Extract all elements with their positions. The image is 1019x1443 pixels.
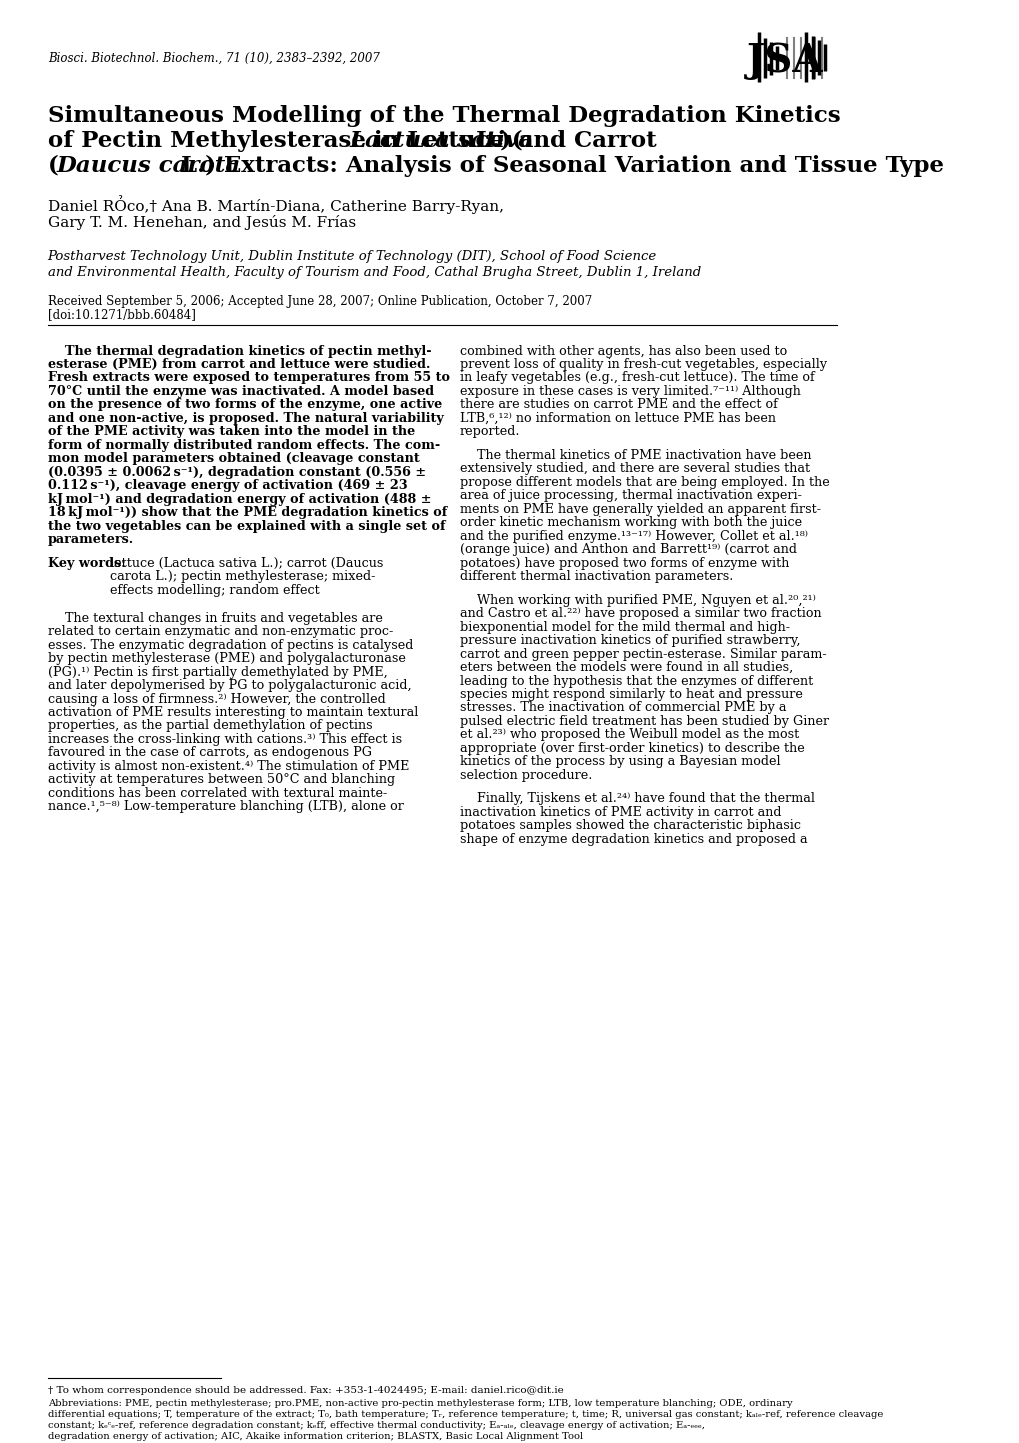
- Text: and Environmental Health, Faculty of Tourism and Food, Cathal Brugha Street, Dub: and Environmental Health, Faculty of Tou…: [48, 266, 700, 278]
- Text: (PG).¹⁾ Pectin is first partially demethylated by PME,: (PG).¹⁾ Pectin is first partially demeth…: [48, 665, 387, 678]
- Text: esterase (PME) from carrot and lettuce were studied.: esterase (PME) from carrot and lettuce w…: [48, 358, 430, 371]
- Text: L.) Extracts: Analysis of Seasonal Variation and Tissue Type: L.) Extracts: Analysis of Seasonal Varia…: [173, 154, 944, 177]
- Text: appropriate (over first-order kinetics) to describe the: appropriate (over first-order kinetics) …: [460, 742, 804, 755]
- Text: conditions has been correlated with textural mainte-: conditions has been correlated with text…: [48, 786, 386, 799]
- Text: Gary T. M. Henehan, and Jesús M. Frías: Gary T. M. Henehan, and Jesús M. Frías: [48, 215, 356, 229]
- Text: Fresh extracts were exposed to temperatures from 55 to: Fresh extracts were exposed to temperatu…: [48, 371, 449, 384]
- Text: favoured in the case of carrots, as endogenous PG: favoured in the case of carrots, as endo…: [48, 746, 371, 759]
- Text: Lactuca sativa: Lactuca sativa: [350, 130, 533, 152]
- Text: and one non-active, is proposed. The natural variability: and one non-active, is proposed. The nat…: [48, 411, 443, 424]
- Text: Abbreviations: PME, pectin methylesterase; pro.PME, non-active pro-pectin methyl: Abbreviations: PME, pectin methylesteras…: [48, 1400, 792, 1408]
- Text: prevent loss of quality in fresh-cut vegetables, especially: prevent loss of quality in fresh-cut veg…: [460, 358, 826, 371]
- Text: order kinetic mechanism working with both the juice: order kinetic mechanism working with bot…: [460, 517, 801, 530]
- Text: of the PME activity was taken into the model in the: of the PME activity was taken into the m…: [48, 426, 415, 439]
- Text: in leafy vegetables (e.g., fresh-cut lettuce). The time of: in leafy vegetables (e.g., fresh-cut let…: [460, 371, 813, 384]
- Text: related to certain enzymatic and non-enzymatic proc-: related to certain enzymatic and non-enz…: [48, 625, 392, 638]
- Text: selection procedure.: selection procedure.: [460, 769, 591, 782]
- Text: [doi:10.1271/bbb.60484]: [doi:10.1271/bbb.60484]: [48, 309, 196, 322]
- Text: kinetics of the process by using a Bayesian model: kinetics of the process by using a Bayes…: [460, 756, 780, 769]
- Text: Key words:: Key words:: [48, 557, 125, 570]
- Text: 0.112 s⁻¹), cleavage energy of activation (469 ± 23: 0.112 s⁻¹), cleavage energy of activatio…: [48, 479, 407, 492]
- Text: 18 kJ mol⁻¹)) show that the PME degradation kinetics of: 18 kJ mol⁻¹)) show that the PME degradat…: [48, 506, 446, 519]
- Text: JSA: JSA: [747, 42, 823, 79]
- Text: species might respond similarly to heat and pressure: species might respond similarly to heat …: [460, 688, 802, 701]
- Text: esses. The enzymatic degradation of pectins is catalysed: esses. The enzymatic degradation of pect…: [48, 639, 413, 652]
- Text: L.) and Carrot: L.) and Carrot: [468, 130, 656, 152]
- Text: different thermal inactivation parameters.: different thermal inactivation parameter…: [460, 570, 733, 583]
- Text: carota L.); pectin methylesterase; mixed-: carota L.); pectin methylesterase; mixed…: [110, 570, 375, 583]
- Text: causing a loss of firmness.²⁾ However, the controlled: causing a loss of firmness.²⁾ However, t…: [48, 693, 385, 706]
- Text: potatoes) have proposed two forms of enzyme with: potatoes) have proposed two forms of enz…: [460, 557, 788, 570]
- Text: The textural changes in fruits and vegetables are: The textural changes in fruits and veget…: [65, 612, 382, 625]
- Text: shape of enzyme degradation kinetics and proposed a: shape of enzyme degradation kinetics and…: [460, 833, 806, 846]
- Text: of Pectin Methylesterase in Lettuce (: of Pectin Methylesterase in Lettuce (: [48, 130, 522, 152]
- Text: degradation energy of activation; AIC, Akaike information criterion; BLASTX, Bas: degradation energy of activation; AIC, A…: [48, 1431, 582, 1442]
- Text: (orange juice) and Anthon and Barrett¹⁹⁾ (carrot and: (orange juice) and Anthon and Barrett¹⁹⁾…: [460, 543, 796, 556]
- Text: the two vegetables can be explained with a single set of: the two vegetables can be explained with…: [48, 519, 444, 532]
- Text: there are studies on carrot PME and the effect of: there are studies on carrot PME and the …: [460, 398, 776, 411]
- Text: mon model parameters obtained (cleavage constant: mon model parameters obtained (cleavage …: [48, 452, 419, 465]
- Text: LTB,⁶,¹²⁾ no information on lettuce PME has been: LTB,⁶,¹²⁾ no information on lettuce PME …: [460, 411, 774, 424]
- Text: extensively studied, and there are several studies that: extensively studied, and there are sever…: [460, 462, 809, 475]
- Text: The thermal degradation kinetics of pectin methyl-: The thermal degradation kinetics of pect…: [65, 345, 431, 358]
- Text: The thermal kinetics of PME inactivation have been: The thermal kinetics of PME inactivation…: [477, 449, 811, 462]
- Text: form of normally distributed random effects. The com-: form of normally distributed random effe…: [48, 439, 439, 452]
- Text: increases the cross-linking with cations.³⁾ This effect is: increases the cross-linking with cations…: [48, 733, 401, 746]
- Text: and later depolymerised by PG to polygalacturonic acid,: and later depolymerised by PG to polygal…: [48, 680, 411, 693]
- Text: (0.0395 ± 0.0062 s⁻¹), degradation constant (0.556 ±: (0.0395 ± 0.0062 s⁻¹), degradation const…: [48, 466, 425, 479]
- Text: lettuce (Lactuca sativa L.); carrot (Daucus: lettuce (Lactuca sativa L.); carrot (Dau…: [110, 557, 383, 570]
- Text: kJ mol⁻¹) and degradation energy of activation (488 ±: kJ mol⁻¹) and degradation energy of acti…: [48, 494, 431, 506]
- Text: area of juice processing, thermal inactivation experi-: area of juice processing, thermal inacti…: [460, 489, 801, 502]
- Text: eters between the models were found in all studies,: eters between the models were found in a…: [460, 661, 792, 674]
- Text: Finally, Tijskens et al.²⁴⁾ have found that the thermal: Finally, Tijskens et al.²⁴⁾ have found t…: [477, 792, 814, 805]
- Text: Simultaneous Modelling of the Thermal Degradation Kinetics: Simultaneous Modelling of the Thermal De…: [48, 105, 840, 127]
- Text: differential equations; T, temperature of the extract; T₀, bath temperature; Tᵣ,: differential equations; T, temperature o…: [48, 1410, 882, 1418]
- Text: and Castro et al.²²⁾ have proposed a similar two fraction: and Castro et al.²²⁾ have proposed a sim…: [460, 608, 820, 620]
- Text: on the presence of two forms of the enzyme, one active: on the presence of two forms of the enzy…: [48, 398, 441, 411]
- Text: by pectin methylesterase (PME) and polygalacturonase: by pectin methylesterase (PME) and polyg…: [48, 652, 406, 665]
- Text: combined with other agents, has also been used to: combined with other agents, has also bee…: [460, 345, 786, 358]
- Text: inactivation kinetics of PME activity in carrot and: inactivation kinetics of PME activity in…: [460, 805, 781, 818]
- Text: reported.: reported.: [460, 426, 520, 439]
- Text: Biosci. Biotechnol. Biochem., 71 (10), 2383–2392, 2007: Biosci. Biotechnol. Biochem., 71 (10), 2…: [48, 52, 379, 65]
- Text: biexponential model for the mild thermal and high-: biexponential model for the mild thermal…: [460, 620, 789, 633]
- Text: propose different models that are being employed. In the: propose different models that are being …: [460, 476, 828, 489]
- Text: (: (: [48, 154, 58, 177]
- Text: activation of PME results interesting to maintain textural: activation of PME results interesting to…: [48, 706, 418, 719]
- Text: potatoes samples showed the characteristic biphasic: potatoes samples showed the characterist…: [460, 820, 800, 833]
- Text: Received September 5, 2006; Accepted June 28, 2007; Online Publication, October : Received September 5, 2006; Accepted Jun…: [48, 294, 591, 307]
- Text: † To whom correspondence should be addressed. Fax: +353-1-4024495; E-mail: danie: † To whom correspondence should be addre…: [48, 1387, 562, 1395]
- Text: and the purified enzyme.¹³⁻¹⁷⁾ However, Collet et al.¹⁸⁾: and the purified enzyme.¹³⁻¹⁷⁾ However, …: [460, 530, 807, 543]
- Text: leading to the hypothesis that the enzymes of different: leading to the hypothesis that the enzym…: [460, 674, 812, 687]
- Text: et al.²³⁾ who proposed the Weibull model as the most: et al.²³⁾ who proposed the Weibull model…: [460, 729, 798, 742]
- Text: nance.¹,⁵⁻⁸⁾ Low-temperature blanching (LTB), alone or: nance.¹,⁵⁻⁸⁾ Low-temperature blanching (…: [48, 801, 404, 814]
- Text: properties, as the partial demethylation of pectins: properties, as the partial demethylation…: [48, 720, 372, 733]
- Text: exposure in these cases is very limited.⁷⁻¹¹⁾ Although: exposure in these cases is very limited.…: [460, 385, 800, 398]
- Text: effects modelling; random effect: effects modelling; random effect: [110, 583, 320, 596]
- Text: When working with purified PME, Nguyen et al.²⁰,²¹⁾: When working with purified PME, Nguyen e…: [477, 593, 815, 606]
- Text: activity at temperatures between 50°C and blanching: activity at temperatures between 50°C an…: [48, 773, 394, 786]
- Text: Postharvest Technology Unit, Dublin Institute of Technology (DIT), School of Foo: Postharvest Technology Unit, Dublin Inst…: [48, 250, 656, 263]
- Text: constant; kₑᶜₑ-ref, reference degradation constant; kₑff, effective thermal cond: constant; kₑᶜₑ-ref, reference degradatio…: [48, 1421, 704, 1430]
- Text: parameters.: parameters.: [48, 534, 133, 547]
- Text: 70°C until the enzyme was inactivated. A model based: 70°C until the enzyme was inactivated. A…: [48, 385, 433, 398]
- Text: ments on PME have generally yielded an apparent first-: ments on PME have generally yielded an a…: [460, 502, 820, 515]
- Text: pressure inactivation kinetics of purified strawberry,: pressure inactivation kinetics of purifi…: [460, 633, 799, 646]
- Text: activity is almost non-existent.⁴⁾ The stimulation of PME: activity is almost non-existent.⁴⁾ The s…: [48, 760, 409, 773]
- Text: pulsed electric field treatment has been studied by Giner: pulsed electric field treatment has been…: [460, 714, 827, 727]
- Text: Daucus carota: Daucus carota: [56, 154, 240, 177]
- Text: stresses. The inactivation of commercial PME by a: stresses. The inactivation of commercial…: [460, 701, 786, 714]
- Text: Daniel RỎco,† Ana B. Martín-Diana, Catherine Barry-Ryan,: Daniel RỎco,† Ana B. Martín-Diana, Cathe…: [48, 195, 503, 214]
- Text: carrot and green pepper pectin-esterase. Similar param-: carrot and green pepper pectin-esterase.…: [460, 648, 825, 661]
